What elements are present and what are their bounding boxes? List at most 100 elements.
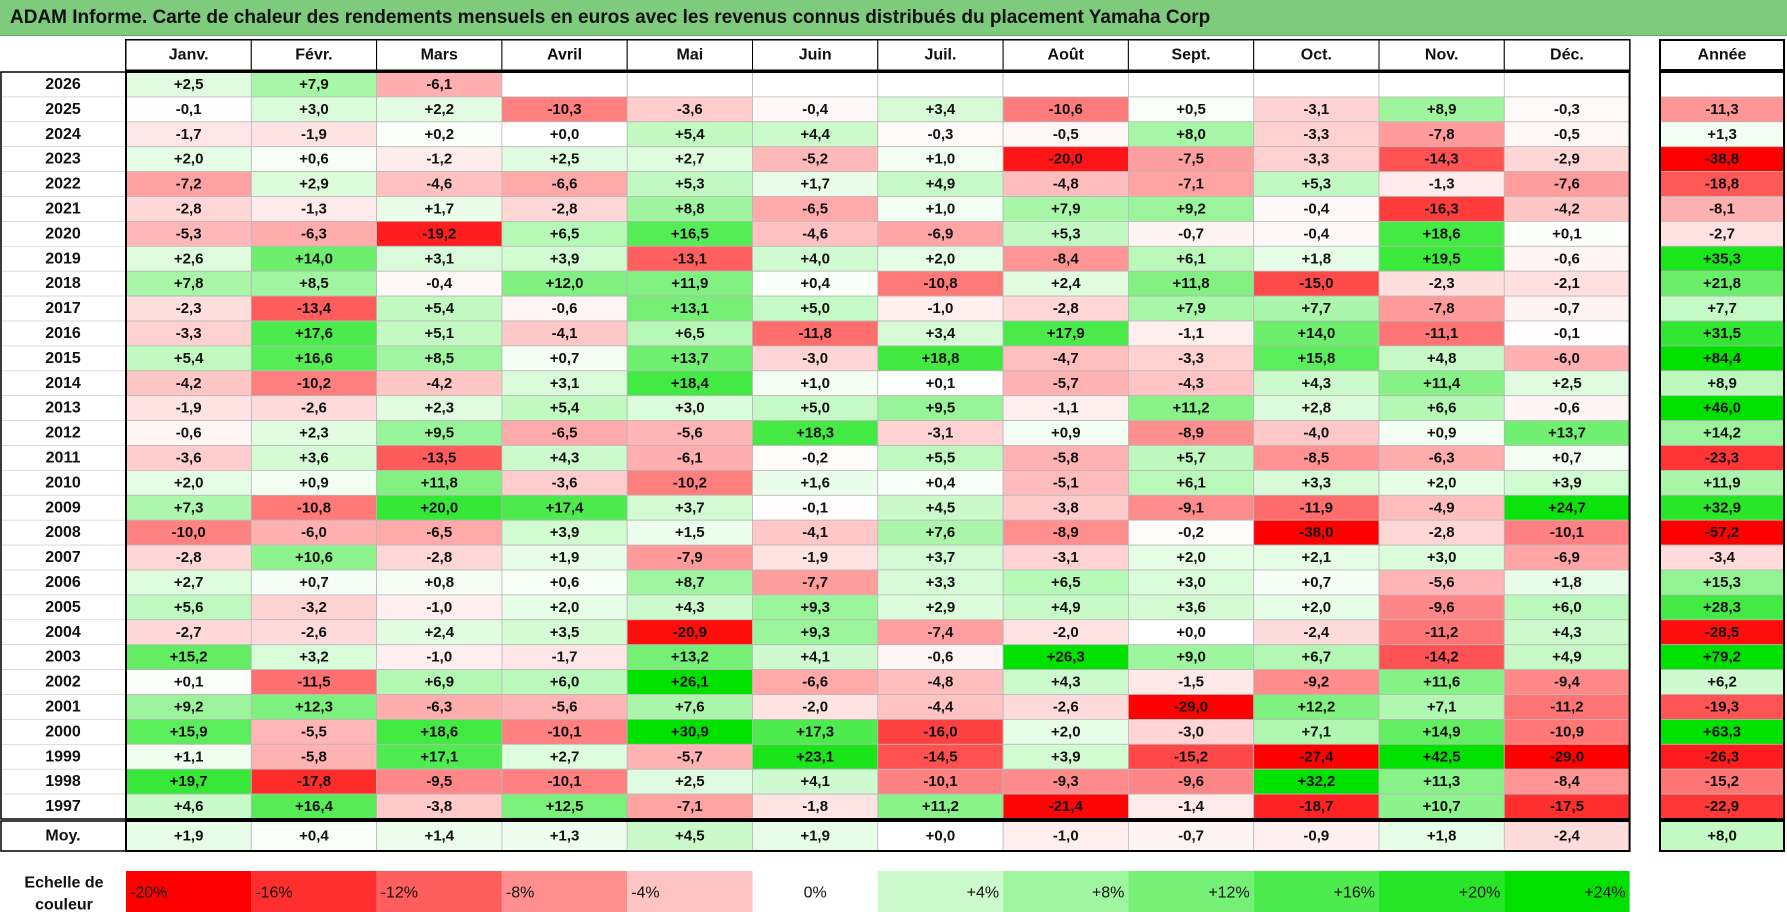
- heatmap-cell-value: +6,1: [1176, 250, 1206, 267]
- year-label: 2005: [45, 599, 81, 616]
- month-header-label: Janv.: [169, 47, 209, 64]
- heatmap-cell-value: -6,1: [426, 76, 452, 93]
- heatmap-cell-value: +15,8: [1297, 350, 1335, 367]
- heatmap-cell-value: -7,6: [1554, 176, 1580, 193]
- annual-cell: [1659, 719, 1785, 745]
- heatmap-cell: [250, 494, 378, 521]
- annual-cell: [1659, 594, 1785, 621]
- heatmap-cell: [752, 619, 879, 646]
- heatmap-cell-value: +0,4: [800, 275, 830, 292]
- annual-cell-value: +46,0: [1703, 400, 1741, 417]
- heatmap-cell-value: +1,5: [675, 524, 705, 541]
- heatmap-cell: [376, 719, 503, 745]
- heatmap-cell-value: +3,0: [675, 400, 705, 417]
- heatmap-cell: [752, 370, 879, 397]
- heatmap-cell-value: -2,3: [1429, 275, 1455, 292]
- year-label: 2010: [45, 474, 81, 491]
- heatmap-cell: [376, 469, 503, 496]
- heatmap-cell: [626, 345, 753, 372]
- heatmap-cell: [626, 71, 753, 98]
- scale-step-label: +4%: [967, 885, 999, 902]
- heatmap-cell: [752, 345, 879, 372]
- heatmap-cell-value: +11,8: [1172, 275, 1209, 292]
- year-label: 2018: [45, 275, 81, 292]
- heatmap-cell: [501, 295, 628, 322]
- annual-header-cell: [1659, 39, 1785, 71]
- heatmap-cell-value: +12,2: [1297, 698, 1335, 715]
- heatmap-cell-value: +0,1: [926, 375, 956, 392]
- heatmap-cell-value: +4,8: [1427, 350, 1457, 367]
- scale-step-label: +12%: [1208, 885, 1249, 902]
- year-label: 2007: [45, 549, 81, 566]
- heatmap-cell-value: +3,7: [926, 549, 956, 566]
- scale-step-label: +16%: [1334, 885, 1375, 902]
- annual-cell: [1659, 494, 1785, 521]
- heatmap-cell-value: +4,1: [800, 649, 830, 666]
- heatmap-cell-value: -8,5: [1303, 449, 1329, 466]
- heatmap-cell: [1128, 171, 1255, 197]
- heatmap-cell: [1002, 619, 1129, 646]
- heatmap-cell-value: +2,5: [675, 773, 705, 790]
- heatmap-cell-value: +7,9: [1051, 200, 1081, 217]
- average-cell: [250, 820, 378, 852]
- heatmap-cell-value: -7,8: [1429, 126, 1455, 143]
- average-cell-value: +4,5: [675, 828, 705, 845]
- heatmap-cell: [1002, 196, 1129, 222]
- heatmap-cell-value: +26,1: [671, 674, 709, 691]
- heatmap-cell-value: -10,1: [547, 773, 581, 790]
- heatmap-cell: [1002, 146, 1129, 172]
- year-label: 2019: [45, 250, 81, 267]
- heatmap-cell: [1128, 395, 1255, 422]
- heatmap-cell-value: -1,4: [1178, 798, 1205, 815]
- heatmap-cell-value: +5,3: [1051, 225, 1081, 242]
- heatmap-cell-value: +18,4: [671, 375, 710, 392]
- annual-cell-value: +15,3: [1703, 574, 1741, 591]
- annual-cell-value: -26,3: [1705, 748, 1739, 765]
- heatmap-cell-value: +8,5: [299, 275, 329, 292]
- heatmap-cell-value: +2,0: [1427, 474, 1457, 491]
- heatmap-cell-value: -0,6: [552, 300, 578, 317]
- heatmap-cell-value: +0,0: [1176, 624, 1206, 641]
- scale-step-label: +20%: [1459, 885, 1500, 902]
- heatmap-cell-value: -3,6: [677, 101, 703, 118]
- heatmap-cell: [501, 196, 628, 222]
- heatmap-cell-value: -0,1: [802, 499, 828, 516]
- annual-cell-value: +11,9: [1703, 474, 1740, 491]
- annual-cell-value: +1,3: [1707, 126, 1737, 143]
- heatmap-cell: [250, 594, 378, 621]
- heatmap-cell: [752, 121, 879, 148]
- year-cell: [0, 146, 127, 172]
- heatmap-cell: [1503, 669, 1631, 695]
- heatmap-cell: [250, 793, 378, 820]
- heatmap-cell-value: +1,0: [926, 200, 956, 217]
- annual-cell: [1659, 445, 1785, 471]
- heatmap-cell: [1503, 146, 1631, 172]
- heatmap-cell-value: -20,9: [673, 624, 707, 641]
- heatmap-cell-value: +9,5: [926, 400, 956, 417]
- heatmap-cell: [1378, 619, 1505, 646]
- heatmap-cell-value: -13,4: [297, 300, 332, 317]
- average-cell-value: +0,0: [926, 828, 956, 845]
- heatmap-cell: [1128, 669, 1255, 695]
- heatmap-cell-value: -3,8: [426, 798, 452, 815]
- heatmap-cell-value: -10,8: [923, 275, 957, 292]
- month-header-cell: [501, 39, 628, 71]
- year-label: 2023: [45, 151, 81, 168]
- heatmap-cell-value: +2,7: [174, 574, 204, 591]
- annual-cell: [1659, 71, 1785, 98]
- scale-step-label: -16%: [255, 885, 292, 902]
- heatmap-cell: [250, 644, 378, 671]
- heatmap-cell-value: -0,3: [1554, 101, 1580, 118]
- heatmap-cell-value: -0,6: [928, 649, 954, 666]
- heatmap-cell-value: -0,2: [802, 449, 828, 466]
- heatmap-cell-value: +1,7: [424, 200, 454, 217]
- heatmap-cell: [376, 370, 503, 397]
- heatmap-cell-value: +3,3: [926, 574, 956, 591]
- heatmap-cell-value: -2,0: [802, 698, 828, 715]
- heatmap-cell-value: +0,9: [299, 474, 329, 491]
- annual-cell-value: -57,2: [1705, 524, 1739, 541]
- average-cell-value: +1,8: [1427, 828, 1457, 845]
- year-cell: [0, 619, 127, 645]
- heatmap-cell: [250, 469, 378, 496]
- heatmap-cell-value: +3,0: [1176, 574, 1206, 591]
